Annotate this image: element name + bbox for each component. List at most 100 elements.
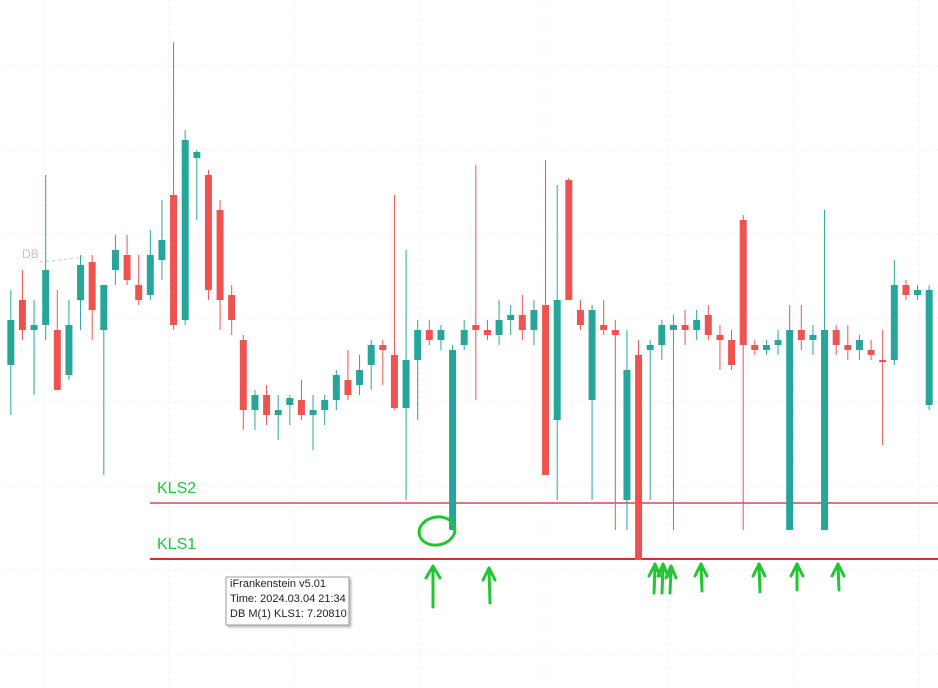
candle-body [53, 330, 61, 390]
candle-body [739, 220, 747, 345]
tooltip: iFrankenstein v5.01 Time: 2024.03.04 21:… [225, 576, 350, 626]
candle-body [728, 340, 736, 365]
arrow [693, 562, 709, 593]
candle-body [181, 140, 189, 320]
candle-body [542, 305, 550, 475]
candle-body [774, 340, 782, 345]
candle-body [356, 370, 364, 385]
candle-body [332, 375, 340, 400]
candle-body [286, 398, 294, 405]
candle-body [367, 345, 375, 365]
candle-body [193, 152, 201, 158]
candle-body [809, 335, 817, 340]
candle-body [437, 330, 445, 340]
candle-body [588, 310, 596, 400]
candle-body [762, 345, 770, 350]
level-label: KLS2 [157, 480, 196, 497]
candle-body [158, 240, 166, 260]
candle-body [914, 290, 922, 295]
arrow [656, 562, 670, 595]
candle-body [263, 395, 271, 415]
candle-body [669, 325, 677, 330]
candle-body [867, 350, 875, 355]
candle-body [170, 195, 178, 325]
circle-mark [417, 515, 457, 547]
candles [7, 42, 933, 560]
candle-body [18, 300, 26, 330]
candle-body [135, 285, 143, 300]
arrow [789, 562, 805, 592]
candle-body [297, 400, 305, 415]
candle-body [402, 360, 410, 408]
candle-body [483, 330, 491, 335]
candle-body [42, 270, 50, 325]
candle-body [600, 325, 608, 330]
annotations [417, 515, 846, 609]
candle-body [460, 330, 468, 345]
candle-body [390, 355, 398, 408]
candle-body [646, 345, 654, 350]
arrow [830, 562, 846, 592]
candle-body [925, 290, 933, 405]
candle-body [30, 325, 38, 330]
candle-body [693, 320, 701, 330]
candle-body [832, 330, 840, 345]
candle-body [344, 380, 352, 395]
candle-body [216, 210, 224, 300]
candle-body [77, 265, 85, 300]
candle-body [379, 345, 387, 350]
candle-body [239, 340, 247, 410]
candle-body [449, 350, 457, 530]
arrow [424, 564, 442, 609]
db-label: DB [22, 247, 39, 261]
candle-body [88, 262, 96, 310]
candle-body [635, 355, 643, 560]
candle-body [251, 395, 259, 410]
candle-body [111, 250, 119, 270]
candle-body [751, 345, 759, 350]
candle-body [681, 325, 689, 330]
candle-body [146, 255, 154, 295]
candle-body [565, 180, 573, 300]
candle-body [576, 310, 584, 325]
db-marker: DB [22, 247, 87, 263]
candle-body [786, 330, 794, 530]
candle-body [228, 295, 236, 320]
candle-body [821, 330, 829, 530]
candle-body [797, 330, 805, 340]
candle-body [274, 410, 282, 415]
candle-body [879, 360, 887, 362]
candle-body [553, 300, 561, 420]
candle-body [425, 330, 433, 340]
candle-body [890, 285, 898, 360]
candle-body [7, 320, 15, 365]
candle-body [716, 335, 724, 340]
candle-body [704, 315, 712, 335]
candle-body [123, 255, 131, 280]
candle-body [658, 325, 666, 345]
arrow [751, 562, 767, 594]
candle-body [902, 285, 910, 295]
candle-body [855, 340, 863, 350]
candle-body [623, 370, 631, 500]
tooltip-line: DB M(1) KLS1: 7.20810 [230, 608, 347, 620]
candle-body [507, 315, 515, 320]
tooltip-line: iFrankenstein v5.01 [230, 578, 326, 590]
candle-body [518, 315, 526, 330]
candle-body [844, 345, 852, 350]
candle-body [414, 330, 422, 360]
tooltip-box [225, 576, 350, 626]
candle-body [65, 325, 73, 375]
levels: KLS2 KLS1 [150, 480, 938, 560]
candle-body [472, 325, 480, 330]
candle-body [309, 410, 317, 415]
candle-body [321, 400, 329, 410]
db-link [39, 256, 87, 263]
candle-body [100, 285, 108, 330]
arrow [664, 564, 678, 595]
candle-body [204, 175, 212, 290]
tooltip-line: Time: 2024.03.04 21:34 [230, 593, 346, 605]
level-label: KLS1 [157, 536, 196, 553]
